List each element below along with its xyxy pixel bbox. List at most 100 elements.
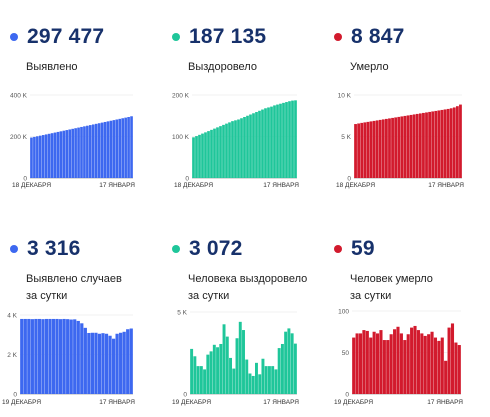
stat-label-line2: за сутки (26, 290, 68, 302)
bar (71, 128, 74, 178)
stat-row: 8 847 (334, 22, 405, 52)
bar (203, 369, 207, 394)
bar (251, 375, 255, 394)
bar (288, 101, 291, 178)
bar (434, 110, 438, 178)
bar (89, 125, 92, 178)
stat-value: 8 847 (351, 25, 405, 48)
bar (193, 356, 197, 394)
bar (130, 116, 133, 178)
chart-recovered-daily: 0 5 K 19 ДЕКАБРЯ 17 ЯНВАРЯ (172, 310, 299, 407)
y-tick-label: 10 K (338, 93, 352, 100)
bar (388, 118, 391, 178)
teal-dot-icon (172, 245, 180, 253)
bar (225, 336, 229, 394)
stat-label: Человек умерло за сутки (350, 271, 490, 305)
y-tick-label: 200 K (10, 134, 28, 141)
bar (366, 121, 370, 178)
panel-recovered-daily: 3 072 Человека выздоровело за сутки (162, 212, 320, 412)
y-tick-label: 100 K (172, 134, 190, 141)
bar (422, 112, 425, 178)
stat-label-line1: Человек умерло (350, 273, 433, 285)
bar (65, 130, 69, 178)
bar (209, 351, 213, 394)
bar (109, 120, 113, 178)
y-tick-label: 0 (13, 392, 17, 399)
bar (129, 328, 133, 394)
stat-label-line1: Умерло (350, 61, 389, 73)
bar (255, 112, 258, 178)
panel-died: 8 847 Умерло (324, 0, 482, 200)
bar (355, 333, 359, 394)
bar (403, 115, 407, 178)
bar (37, 318, 42, 394)
bar (80, 323, 84, 394)
bar (258, 110, 261, 178)
bar (235, 338, 239, 394)
bar (94, 123, 98, 178)
bar (115, 119, 119, 178)
bar (261, 109, 264, 178)
x-tick-label: 17 ЯНВАРЯ (427, 399, 463, 406)
bar (430, 331, 434, 394)
bar (33, 136, 36, 178)
bar (252, 113, 255, 178)
stat-label-line1: Человека выздоровело (188, 273, 308, 285)
bar (237, 119, 240, 178)
bar (124, 117, 127, 178)
bar (30, 137, 33, 178)
y-tick-label: 5 K (177, 310, 187, 317)
bar (264, 366, 268, 394)
y-tick-label: 100 (338, 309, 349, 316)
blue-dot-icon (10, 33, 18, 41)
bar (73, 319, 77, 394)
bar (121, 118, 125, 178)
panel-detected: 297 477 Выявлено (0, 0, 158, 200)
bar (20, 318, 24, 394)
bar (87, 332, 91, 394)
bar (418, 113, 422, 178)
bar (243, 117, 246, 178)
bar (86, 125, 89, 178)
bar (360, 122, 364, 178)
bar (372, 120, 376, 178)
bar (127, 117, 130, 178)
bar (277, 348, 281, 394)
bar (196, 366, 200, 394)
bar (440, 337, 444, 394)
red-dot-icon (334, 33, 342, 41)
bar (397, 116, 401, 178)
bar (284, 331, 288, 394)
chart-died-total: 0 5 K 10 K 18 ДЕКАБРЯ 17 ЯНВАРЯ (336, 93, 464, 190)
bar (80, 126, 83, 178)
stat-label-line1: Выявлено (26, 61, 78, 73)
bar (27, 318, 31, 394)
bar (431, 111, 435, 178)
stat-label: Умерло (350, 59, 490, 76)
y-tick-label: 0 (347, 176, 351, 183)
stat-row: 3 316 (10, 234, 81, 264)
bar (69, 319, 73, 394)
panel-died-daily: 59 Человек умерло за сутки (324, 212, 482, 412)
bar (365, 330, 369, 394)
bar (238, 321, 242, 394)
bar (126, 329, 130, 394)
bar (206, 354, 210, 394)
bar (457, 345, 461, 394)
x-tick-label: 17 ЯНВАРЯ (99, 182, 135, 189)
bar (385, 118, 388, 178)
panel-detected-daily: 3 316 Выявлено случаев за сутки (0, 212, 158, 412)
x-tick-label: 19 ДЕКАБРЯ (2, 399, 41, 406)
bar (240, 118, 243, 178)
bar (83, 327, 87, 394)
stat-row: 297 477 (10, 22, 104, 52)
stat-label-line1: Выздоровело (188, 61, 257, 73)
x-tick-label: 17 ЯНВАРЯ (428, 182, 464, 189)
stat-value: 3 316 (27, 237, 81, 260)
bar (391, 117, 394, 178)
bar (362, 330, 366, 394)
y-tick-label: 400 K (10, 93, 28, 100)
bar (261, 358, 265, 394)
bar (222, 324, 226, 394)
bar (245, 359, 249, 394)
